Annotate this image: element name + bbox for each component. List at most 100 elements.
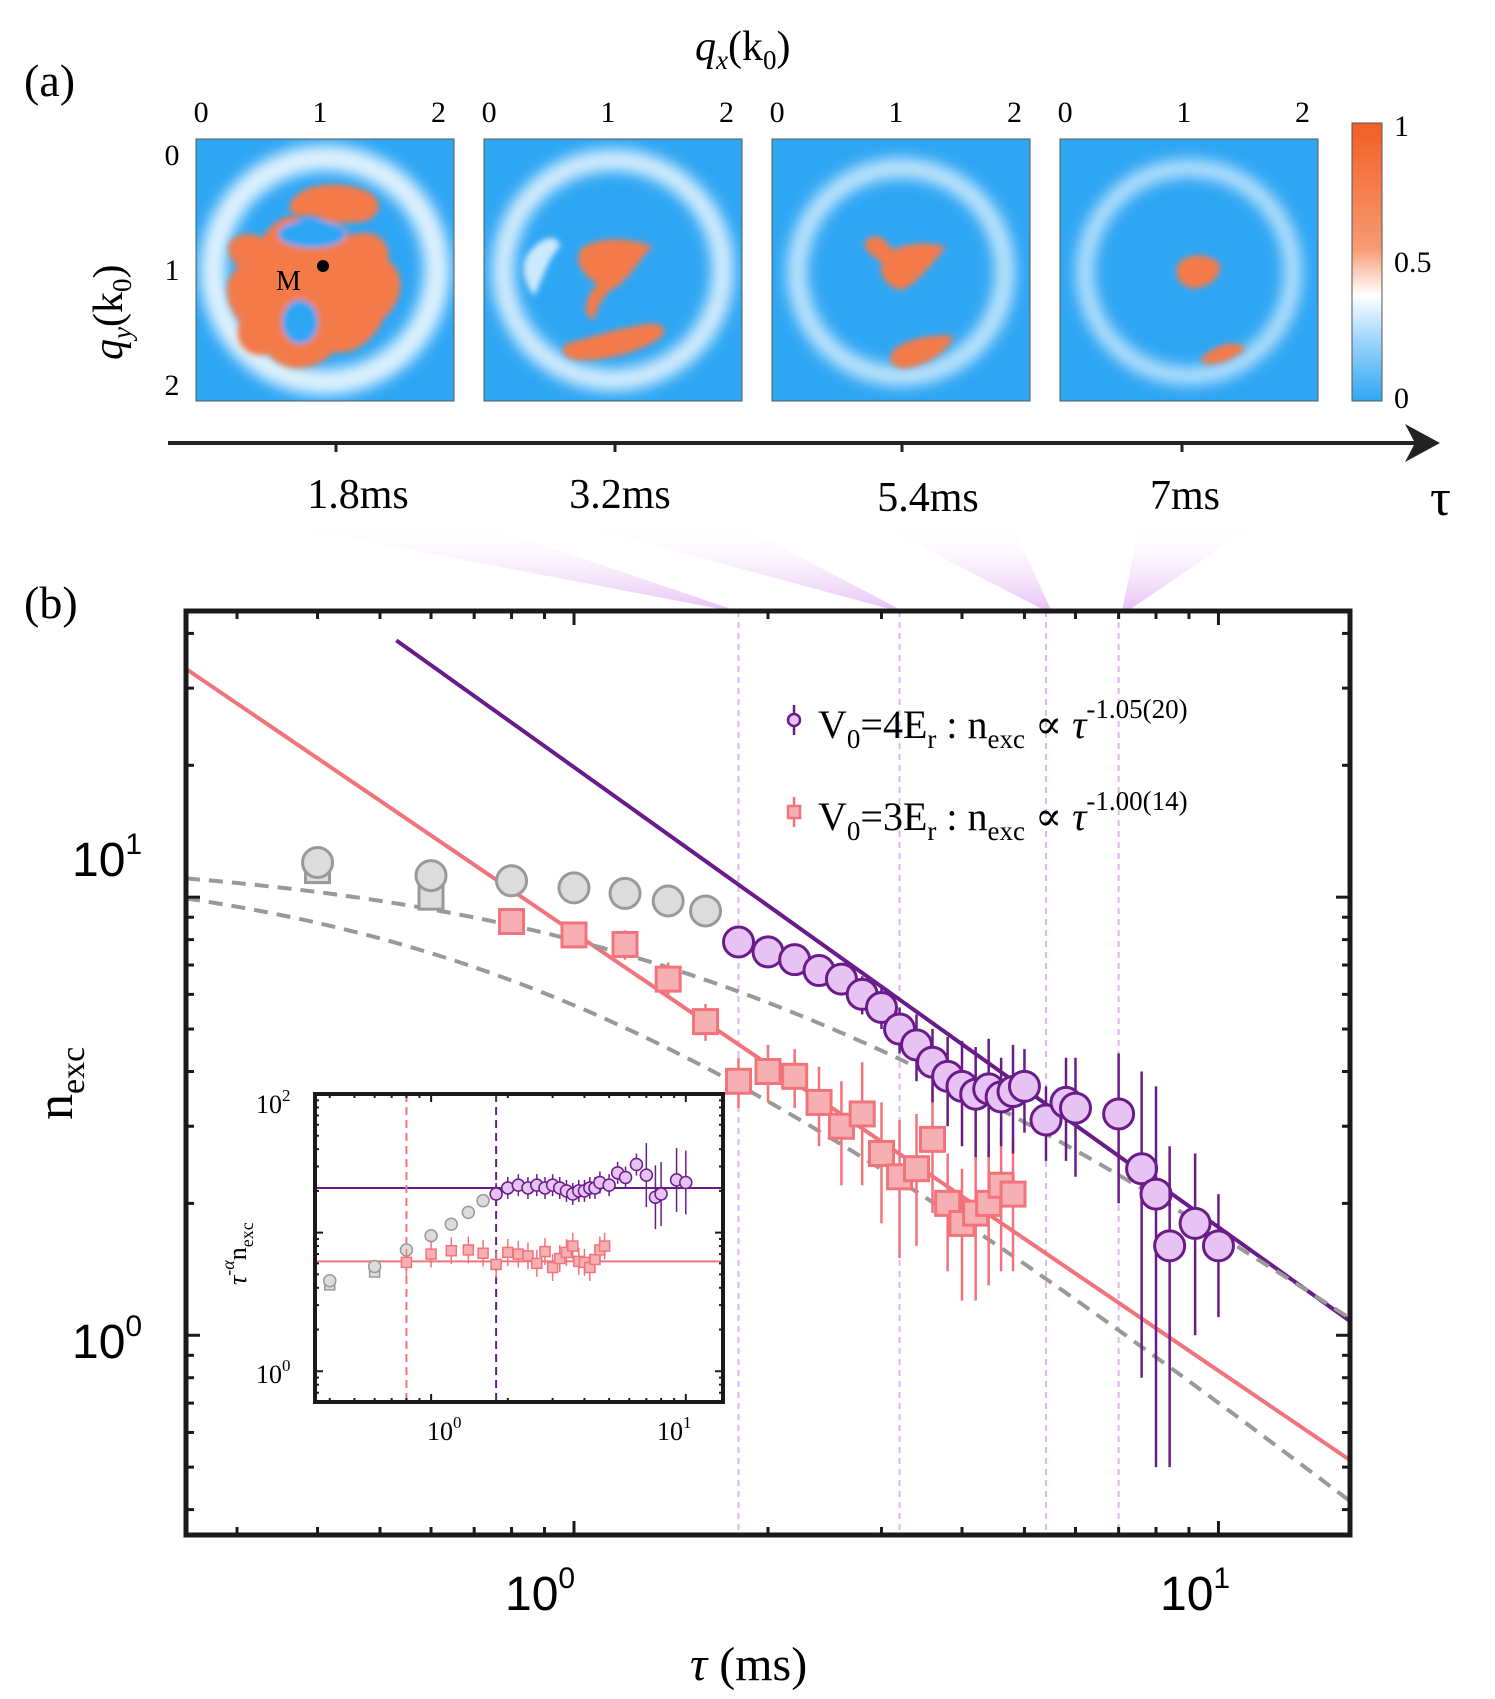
map-4-x-tick-0: 0 xyxy=(1058,96,1073,129)
inset-point-3er xyxy=(554,1252,566,1265)
inset-point-3er xyxy=(502,1246,514,1259)
gray-circle-point xyxy=(651,884,685,918)
y-tick-label-1e1: 101 xyxy=(72,828,142,887)
map-2-x-tick-2: 2 xyxy=(719,96,734,129)
callout-4 xyxy=(1122,520,1262,612)
colorbar-scale xyxy=(1351,122,1383,402)
map-2-x-tick-0: 0 xyxy=(482,96,497,129)
x-tick-label-1e1: 101 xyxy=(1160,1562,1230,1621)
inset-point-3er xyxy=(567,1240,579,1252)
data-point-4er xyxy=(1102,1097,1136,1131)
inset-point-3er xyxy=(531,1257,543,1270)
data-point-3er xyxy=(848,1100,876,1128)
legend-marker-3er xyxy=(786,804,802,820)
map-4-x-tick-1: 1 xyxy=(1176,96,1191,129)
x-tick-label-1e0: 100 xyxy=(505,1562,575,1621)
data-point-4er xyxy=(864,990,898,1024)
data-point-3er xyxy=(867,1139,895,1167)
inset-plot: 100 101 100 102 τ-αnexc xyxy=(218,1086,725,1446)
data-point-4er xyxy=(722,925,756,959)
data-marks xyxy=(301,845,1235,1468)
map-1-x-tick-2: 2 xyxy=(431,96,446,129)
map-y-tick-0: 0 xyxy=(165,139,180,172)
y-axis-title: nexc xyxy=(27,1047,92,1120)
gray-circle-point xyxy=(608,876,642,910)
data-point-4er xyxy=(1153,1229,1187,1263)
callout-3 xyxy=(870,520,1052,612)
data-point-4er xyxy=(1201,1229,1235,1263)
map-1-x-tick-0: 0 xyxy=(194,96,209,129)
inset-point-4er xyxy=(629,1157,644,1172)
inset-point-3er xyxy=(400,1256,413,1269)
inset-y-tick-1e0: 100 xyxy=(256,1356,291,1389)
colorbar-tick-max: 1 xyxy=(1394,110,1409,143)
inset-point-4er xyxy=(679,1175,693,1190)
gray-circle-point xyxy=(495,864,529,898)
inset-point-3er xyxy=(512,1248,525,1260)
map-3-x-tick-2: 2 xyxy=(1007,96,1022,129)
map-3-x-tick-1: 1 xyxy=(888,96,903,129)
gray-circle-point xyxy=(557,871,591,905)
inset-point-4er xyxy=(489,1187,503,1201)
time-axis-symbol: τ xyxy=(1430,470,1451,527)
inset-gray-circle xyxy=(444,1217,459,1231)
data-point-3er xyxy=(903,1155,931,1183)
data-point-3er xyxy=(498,907,526,935)
map-tick-labels: 0 1 2 0 1 2 0 1 2 0 1 2 0 1 2 xyxy=(165,96,1311,402)
inset-frame xyxy=(313,1092,725,1404)
map-y-tick-1: 1 xyxy=(165,254,180,287)
colorbar-tick-min: 0 xyxy=(1394,382,1409,415)
inset-point-3er xyxy=(522,1250,534,1262)
data-point-3er xyxy=(999,1180,1027,1208)
gray-circle-point xyxy=(689,894,723,928)
inset-x-tick-1e0: 100 xyxy=(427,1413,462,1446)
map-4-x-tick-2: 2 xyxy=(1295,96,1310,129)
inset-point-3er xyxy=(598,1240,611,1252)
data-point-3er xyxy=(919,1125,947,1153)
legend-marker-4er xyxy=(786,712,802,728)
map-2-x-tick-1: 1 xyxy=(600,96,615,129)
time-label-3: 5.4ms xyxy=(877,475,979,521)
time-label-4: 7ms xyxy=(1150,473,1220,519)
qx-axis-title: qx(k0) xyxy=(695,24,790,75)
momentum-maps: M xyxy=(195,138,1319,402)
data-point-3er xyxy=(781,1062,809,1090)
inset-point-3er xyxy=(425,1248,437,1260)
inset-gray-circle xyxy=(461,1205,476,1220)
data-point-3er xyxy=(754,1058,782,1086)
y-tick-label-1e0: 100 xyxy=(72,1310,142,1369)
inset-point-4er xyxy=(654,1187,668,1201)
gray-circle-point xyxy=(301,845,335,879)
gray-circle-point xyxy=(414,859,448,893)
inset-y-tick-1e2: 102 xyxy=(256,1086,291,1119)
callout-2 xyxy=(560,520,905,612)
time-axis: τ 1.8ms 3.2ms 5.4ms 7ms xyxy=(168,424,1451,527)
time-label-2: 3.2ms xyxy=(569,472,671,518)
callout-1 xyxy=(255,520,740,612)
inset-gray-circle xyxy=(424,1228,438,1243)
legend: V0=4Er : nexc ∝ τ-1.05(20) V0=3Er : nexc… xyxy=(786,694,1188,846)
colorbar: 1 0.5 0 xyxy=(1351,110,1432,415)
data-point-4er xyxy=(1007,1069,1041,1103)
inset-point-4er xyxy=(639,1168,654,1182)
panel-b: (b) 100 101 100 101 τ (ms) nexc V0=4Er :… xyxy=(24,577,1353,1691)
momentum-map-2 xyxy=(484,139,742,401)
legend-label-3er: V0=3Er : nexc ∝ τ-1.00(14) xyxy=(818,786,1188,846)
x-axis-title: τ (ms) xyxy=(690,1638,807,1691)
inset-point-3er xyxy=(445,1245,458,1257)
legend-label-4er: V0=4Er : nexc ∝ τ-1.05(20) xyxy=(818,694,1188,754)
data-point-3er xyxy=(611,930,639,958)
momentum-map-4 xyxy=(1060,139,1318,401)
panel-a-label: (a) xyxy=(24,55,75,106)
inset-gray-circle xyxy=(367,1259,382,1274)
panel-a: (a) qx(k0) qy(k0) M xyxy=(24,24,1451,612)
gray-dashed-fit-4er xyxy=(186,876,1350,1321)
legend-entry-4er: V0=4Er : nexc ∝ τ-1.05(20) xyxy=(786,694,1188,754)
map-y-tick-2: 2 xyxy=(165,369,180,402)
map-3-x-tick-0: 0 xyxy=(770,96,785,129)
inset-y-axis-title: τ-αnexc xyxy=(218,1222,257,1285)
inset-point-3er xyxy=(490,1258,502,1271)
momentum-map-3 xyxy=(772,139,1030,401)
data-point-3er xyxy=(725,1067,753,1095)
